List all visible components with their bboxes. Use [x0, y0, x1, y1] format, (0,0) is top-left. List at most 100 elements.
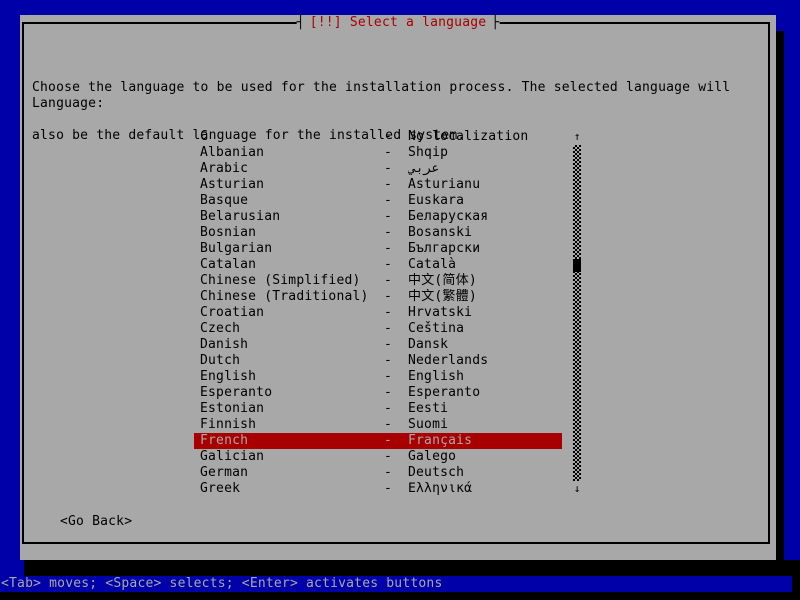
language-option-native-name: Deutsch [408, 465, 465, 480]
language-option-native-name: Nederlands [408, 353, 489, 368]
language-option[interactable]: Catalan - Català [194, 257, 562, 273]
scrollbar-thumb[interactable] [573, 259, 581, 272]
language-option[interactable]: Bulgarian - Български [194, 241, 562, 257]
language-option[interactable]: Czech - Čeština [194, 321, 562, 337]
language-option-name: Estonian [200, 401, 265, 416]
language-option-native-name: Català [408, 257, 457, 272]
language-option-separator: - [384, 177, 393, 192]
language-option[interactable]: Arabic - عربي [194, 161, 562, 177]
language-option-separator: - [384, 225, 393, 240]
keyboard-help-text: <Tab> moves; <Space> selects; <Enter> ac… [0, 576, 792, 592]
dialog-shadow-bottom [24, 560, 800, 576]
language-option[interactable]: Danish - Dansk [194, 337, 562, 353]
language-option[interactable]: French - Français [194, 433, 562, 449]
language-option-separator: - [384, 209, 393, 224]
language-option[interactable]: Dutch - Nederlands [194, 353, 562, 369]
go-back-button[interactable]: <Go Back> [60, 514, 133, 529]
language-option-separator: - [384, 273, 393, 288]
language-option-name: Croatian [200, 305, 265, 320]
language-option[interactable]: German - Deutsch [194, 465, 562, 481]
language-option-native-name: No localization [408, 129, 529, 144]
language-option-native-name: Čeština [408, 321, 465, 336]
language-option-separator: - [384, 465, 393, 480]
language-option-name: Chinese (Traditional) [200, 289, 369, 304]
language-option-name: Catalan [200, 257, 257, 272]
bottom-bar: <Tab> moves; <Space> selects; <Enter> ac… [0, 576, 800, 592]
language-option-separator: - [384, 321, 393, 336]
language-option[interactable]: Chinese (Simplified) - 中文(简体) [194, 273, 562, 289]
language-option-native-name: Galego [408, 449, 457, 464]
language-option[interactable]: Esperanto - Esperanto [194, 385, 562, 401]
language-option-name: Finnish [200, 417, 257, 432]
language-option-native-name: Hrvatski [408, 305, 473, 320]
language-option[interactable]: English - English [194, 369, 562, 385]
language-option-native-name: English [408, 369, 465, 384]
language-option[interactable]: Chinese (Traditional) - 中文(繁體) [194, 289, 562, 305]
language-option-native-name: Shqip [408, 145, 449, 160]
language-option-separator: - [384, 145, 393, 160]
language-option-name: C [200, 129, 209, 144]
language-option-name: Bulgarian [200, 241, 273, 256]
language-option[interactable]: Asturian - Asturianu [194, 177, 562, 193]
language-list-scrollbar[interactable]: ↑ ↓ [573, 129, 581, 497]
language-option[interactable]: Basque - Euskara [194, 193, 562, 209]
language-option-name: Asturian [200, 177, 265, 192]
instructions-line-1: Choose the language to be used for the i… [32, 80, 731, 95]
language-option-separator: - [384, 289, 393, 304]
language-option-native-name: Dansk [408, 337, 449, 352]
language-option-name: Albanian [200, 145, 265, 160]
language-option-separator: - [384, 449, 393, 464]
dialog-title: ┤ [!!] Select a language ├ [296, 15, 500, 31]
language-option[interactable]: Finnish - Suomi [194, 417, 562, 433]
language-option-native-name: Français [408, 433, 473, 448]
language-option-name: Arabic [200, 161, 249, 176]
language-option-name: German [200, 465, 249, 480]
language-option-separator: - [384, 401, 393, 416]
language-option-native-name: Bosanski [408, 225, 473, 240]
instructions-line-2: also be the default language for the ins… [32, 128, 466, 143]
language-option-separator: - [384, 257, 393, 272]
language-option[interactable]: C - No localization [194, 129, 562, 145]
language-option-name: French [200, 433, 249, 448]
language-option[interactable]: Belarusian - Беларуская [194, 209, 562, 225]
bottom-black-strip [0, 592, 800, 600]
language-option-native-name: Esperanto [408, 385, 481, 400]
language-option[interactable]: Croatian - Hrvatski [194, 305, 562, 321]
language-option-name: Greek [200, 481, 241, 496]
scrollbar-down-icon[interactable]: ↓ [573, 482, 581, 495]
title-tick-right-icon: ├ [491, 15, 500, 30]
language-option-separator: - [384, 369, 393, 384]
language-option-name: Danish [200, 337, 249, 352]
language-option-separator: - [384, 385, 393, 400]
language-option-native-name: Ελληνικά [408, 481, 473, 496]
language-option-separator: - [384, 337, 393, 352]
language-list[interactable]: C - No localization Albanian - Shqip Arabic - عر… [194, 129, 562, 497]
language-option-separator: - [384, 193, 393, 208]
language-option-separator: - [384, 161, 393, 176]
language-option-name: Chinese (Simplified) [200, 273, 361, 288]
language-option-separator: - [384, 417, 393, 432]
language-option-native-name: Беларуская [408, 209, 489, 224]
language-field-label: Language: [32, 96, 105, 111]
title-tick-left-icon: ┤ [296, 15, 305, 30]
language-option-native-name: Euskara [408, 193, 465, 208]
language-option-native-name: 中文(简体) [408, 273, 477, 288]
language-option[interactable]: Albanian - Shqip [194, 145, 562, 161]
language-option-separator: - [384, 433, 393, 448]
language-option[interactable]: Bosnian - Bosanski [194, 225, 562, 241]
language-option-name: Belarusian [200, 209, 281, 224]
language-option-native-name: Suomi [408, 417, 449, 432]
language-option-name: Galician [200, 449, 265, 464]
language-option[interactable]: Estonian - Eesti [194, 401, 562, 417]
language-option-native-name: Asturianu [408, 177, 481, 192]
language-option-separator: - [384, 241, 393, 256]
language-option-separator: - [384, 481, 393, 496]
language-option-native-name: عربي [408, 161, 440, 176]
language-option[interactable]: Galician - Galego [194, 449, 562, 465]
scrollbar-track[interactable] [573, 145, 581, 481]
scrollbar-up-icon[interactable]: ↑ [573, 130, 581, 143]
language-option-name: Basque [200, 193, 249, 208]
language-option-separator: - [384, 353, 393, 368]
language-option[interactable]: Greek - Ελληνικά [194, 481, 562, 497]
